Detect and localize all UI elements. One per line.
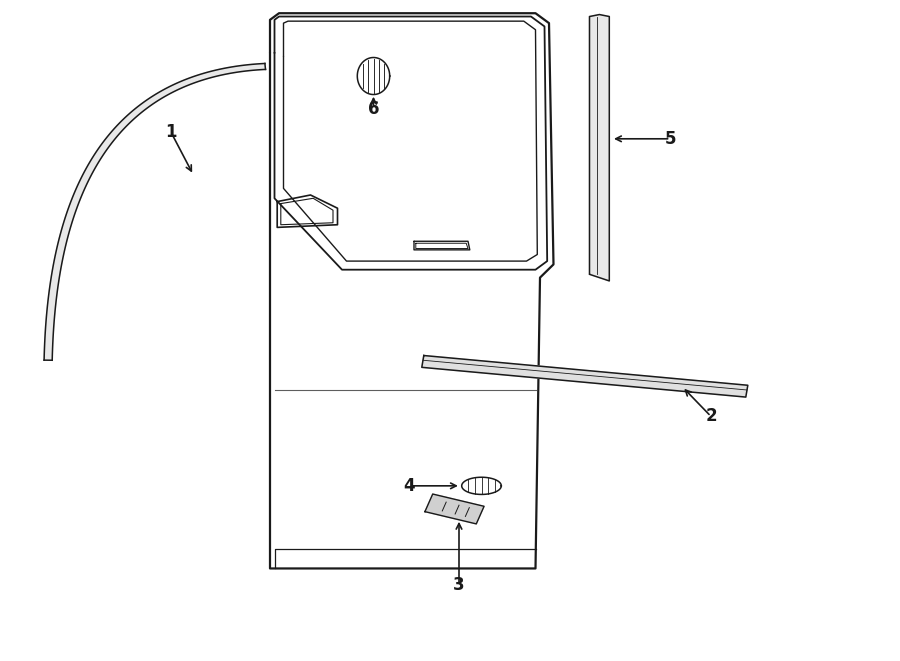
- Text: 2: 2: [706, 407, 716, 426]
- Text: 5: 5: [665, 130, 676, 148]
- Polygon shape: [590, 15, 609, 281]
- Polygon shape: [425, 494, 484, 524]
- Text: 3: 3: [454, 576, 464, 594]
- Text: 4: 4: [404, 477, 415, 495]
- Polygon shape: [422, 356, 748, 397]
- Polygon shape: [44, 63, 266, 360]
- Text: 6: 6: [368, 100, 379, 118]
- Text: 1: 1: [166, 123, 176, 141]
